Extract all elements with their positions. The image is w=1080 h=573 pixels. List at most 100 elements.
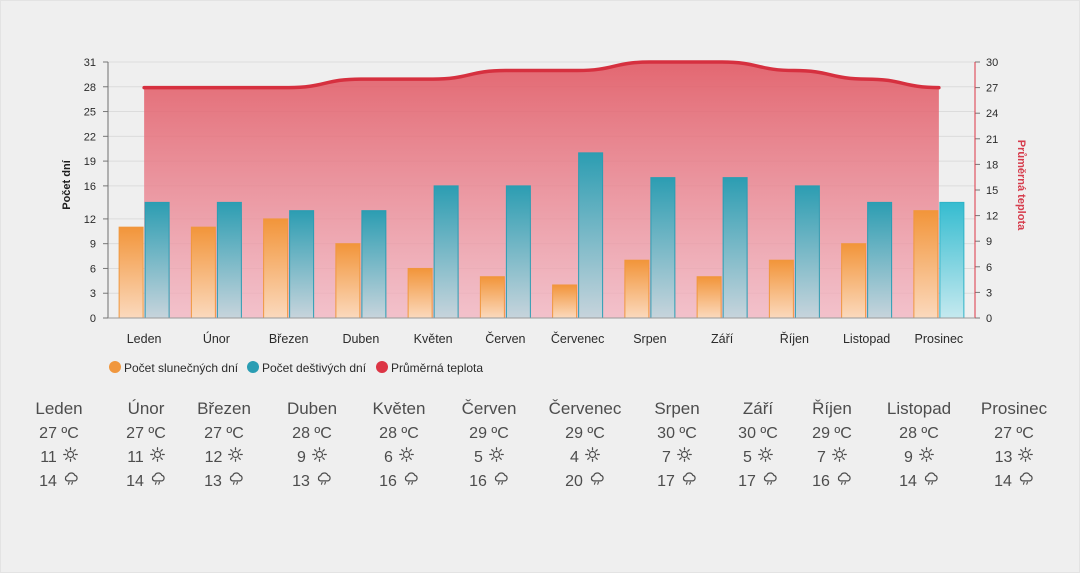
- axes: 0 3 6 9 12 16 19 22 25 28 31 0 3 6 9 12 15 18 21 24 27 30 Poče…: [61, 57, 1027, 346]
- sunny-days-bar: [263, 218, 289, 319]
- month-temperature: 27 ºC: [204, 425, 244, 442]
- cloud-rain-icon: [1018, 470, 1034, 494]
- rainy-days-row: 14: [964, 470, 1064, 494]
- y-left-tick-label: 25: [84, 107, 96, 119]
- rainy-days-bar: [794, 185, 820, 319]
- rainy-days-row: 17: [708, 470, 808, 494]
- y-left-axis-title: Počet dní: [61, 159, 73, 209]
- sunny-days-value: 7: [817, 449, 826, 466]
- month-temperature: 28 ºC: [292, 425, 332, 442]
- cloud-rain-icon: [493, 470, 509, 494]
- x-category-label: Duben: [342, 332, 379, 346]
- cloud-rain-icon: [63, 470, 79, 494]
- month-temperature: 30 ºC: [738, 425, 778, 442]
- y-right-tick-label: 0: [986, 313, 992, 325]
- month-column: Únor 27 ºC 11 14: [96, 398, 196, 494]
- y-right-tick-label: 30: [986, 57, 998, 69]
- rainy-days-bar: [722, 177, 748, 319]
- rainy-days-row: 14: [869, 470, 969, 494]
- month-column: Říjen 29 ºC 7 16: [782, 398, 882, 494]
- month-temperature: 29 ºC: [812, 425, 852, 442]
- month-name: Listopad: [886, 399, 952, 418]
- sun-icon: [228, 446, 244, 470]
- legend-marker: [247, 361, 259, 373]
- month-column: Září 30 ºC 5 17: [708, 398, 808, 494]
- legend-label: Průměrná teplota: [391, 361, 483, 375]
- rainy-days-row: 13: [262, 470, 362, 494]
- month-column: Leden 27 ºC 11 14: [9, 398, 109, 494]
- sun-icon: [62, 446, 78, 470]
- month-temperature: 27 ºC: [126, 425, 166, 442]
- cloud-rain-icon: [403, 470, 419, 494]
- legend-label: Počet deštivých dní: [262, 361, 367, 375]
- rainy-days-bar: [144, 201, 170, 319]
- sunny-days-value: 9: [297, 449, 306, 466]
- month-column: Duben 28 ºC 9 13: [262, 398, 362, 494]
- sunny-days-value: 13: [994, 449, 1013, 466]
- sun-icon: [758, 446, 773, 470]
- month-temperature: 30 ºC: [657, 425, 697, 442]
- sunny-days-row: 5: [439, 446, 539, 470]
- month-column: Červenec 29 ºC 4 20: [535, 398, 635, 494]
- month-temperature: 29 ºC: [469, 425, 509, 442]
- y-left-tick-label: 12: [84, 214, 96, 226]
- month-column: Prosinec 27 ºC 13 14: [964, 398, 1064, 494]
- month-column: Listopad 28 ºC 9 14: [869, 398, 969, 494]
- rainy-days-value: 17: [657, 473, 675, 490]
- cloud-rain-icon: [228, 470, 244, 494]
- month-temperature: 29 ºC: [565, 425, 605, 442]
- rainy-days-value: 20: [565, 473, 583, 490]
- sunny-days-row: 7: [782, 446, 882, 470]
- month-temperature: 28 ºC: [379, 425, 419, 442]
- sun-icon: [489, 446, 504, 470]
- rainy-days-bar: [433, 185, 459, 319]
- y-right-tick-label: 9: [986, 236, 992, 248]
- month-name: Duben: [286, 399, 338, 418]
- sunny-days-bar: [768, 259, 794, 319]
- x-category-label: Srpen: [633, 332, 666, 346]
- cloud-rain-icon: [923, 470, 939, 494]
- sun-icon: [919, 446, 934, 470]
- month-temperature: 28 ºC: [899, 425, 939, 442]
- y-right-tick-label: 18: [986, 159, 998, 171]
- sunny-days-row: 5: [708, 446, 808, 470]
- x-category-label: Listopad: [843, 332, 890, 346]
- sunny-days-value: 6: [384, 449, 393, 466]
- month-name: Březen: [197, 399, 251, 418]
- month-column: Červen 29 ºC 5 16: [439, 398, 539, 494]
- sunny-days-row: 7: [627, 446, 727, 470]
- sunny-days-bar: [479, 276, 505, 319]
- month-column: Březen 27 ºC 12 13: [174, 398, 274, 494]
- month-name: Říjen: [812, 399, 852, 418]
- rainy-days-value: 16: [469, 473, 487, 490]
- y-right-tick-label: 24: [986, 108, 998, 120]
- sunny-days-bar: [624, 259, 650, 319]
- sunny-days-value: 4: [570, 449, 579, 466]
- x-category-label: Květen: [414, 332, 453, 346]
- x-category-label: Září: [711, 332, 734, 346]
- rainy-days-value: 13: [292, 473, 310, 490]
- cloud-rain-icon: [836, 470, 852, 494]
- y-left-tick-label: 3: [90, 288, 96, 300]
- y-right-tick-label: 6: [986, 262, 992, 274]
- sun-icon: [312, 446, 327, 470]
- y-right-tick-label: 27: [986, 83, 998, 95]
- rainy-days-value: 14: [126, 473, 144, 490]
- sunny-days-value: 7: [662, 449, 671, 466]
- month-name: Květen: [372, 399, 426, 418]
- month-name: Leden: [35, 399, 83, 418]
- sunny-days-row: 9: [262, 446, 362, 470]
- sunny-days-bar: [913, 210, 939, 319]
- rainy-days-row: 20: [535, 470, 635, 494]
- y-left-tick-label: 28: [84, 82, 96, 94]
- month-name: Únor: [127, 399, 165, 418]
- rainy-days-bar: [361, 210, 387, 319]
- sunny-days-row: 11: [96, 446, 196, 470]
- x-category-label: Prosinec: [915, 332, 964, 346]
- month-column: Srpen 30 ºC 7 17: [627, 398, 727, 494]
- cloud-rain-icon: [762, 470, 778, 494]
- rainy-days-bar: [650, 177, 676, 319]
- legend-marker: [109, 361, 121, 373]
- y-right-tick-label: 15: [986, 185, 998, 197]
- sun-icon: [1018, 446, 1034, 470]
